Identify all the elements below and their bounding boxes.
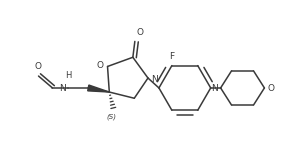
Text: N: N [211,84,218,93]
Text: O: O [137,29,144,37]
Text: (S): (S) [106,114,116,120]
Text: N: N [151,75,158,84]
Polygon shape [88,85,109,92]
Text: N: N [59,84,65,93]
Text: H: H [65,71,71,80]
Text: O: O [96,61,104,70]
Text: F: F [169,52,174,61]
Text: O: O [34,62,41,71]
Text: O: O [267,84,274,93]
